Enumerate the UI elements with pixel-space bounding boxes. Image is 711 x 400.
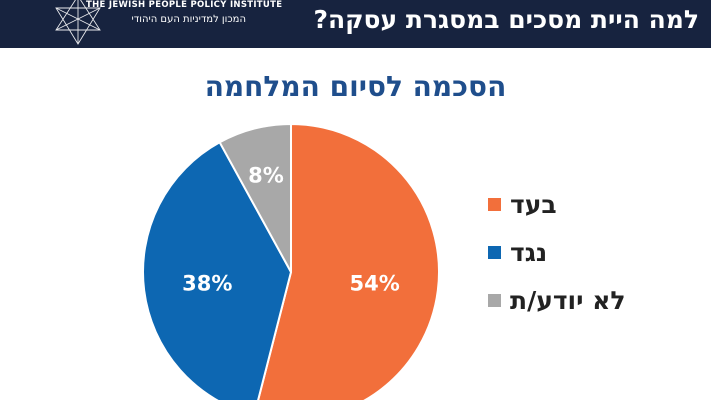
legend-swatch-favor bbox=[488, 198, 501, 211]
data-label-dont-know: 8% bbox=[248, 164, 284, 188]
chart-title: הסכמה לסיום המלחמה bbox=[204, 70, 507, 103]
legend-swatch-dont-know bbox=[488, 294, 501, 307]
logo-hebrew-text: המכון למדיניות העם היהודי bbox=[131, 14, 246, 25]
legend-label-dont-know: לא יודע/ת bbox=[510, 286, 626, 315]
pie-slice-dont-know bbox=[218, 122, 292, 273]
legend-item-favor: בעד bbox=[488, 190, 628, 220]
page-title: למה היית מסכים במסגרת עסקה? bbox=[313, 5, 699, 34]
data-label-favor: 54% bbox=[350, 272, 400, 296]
legend-item-against: נגד bbox=[488, 238, 628, 268]
legend-label-favor: בעד bbox=[510, 190, 557, 219]
legend-item-dont-know: לא יודע/ת bbox=[488, 286, 628, 316]
pie-slice-favor bbox=[257, 122, 440, 400]
data-label-against: 38% bbox=[182, 272, 232, 296]
header-bar: THE JEWISH PEOPLE POLICY INSTITUTE המכון… bbox=[0, 0, 711, 48]
star-of-david-logo-icon bbox=[55, 0, 101, 45]
legend-label-against: נגד bbox=[510, 238, 548, 267]
legend-swatch-against bbox=[488, 246, 501, 259]
logo-english-text: THE JEWISH PEOPLE POLICY INSTITUTE bbox=[86, 0, 283, 10]
